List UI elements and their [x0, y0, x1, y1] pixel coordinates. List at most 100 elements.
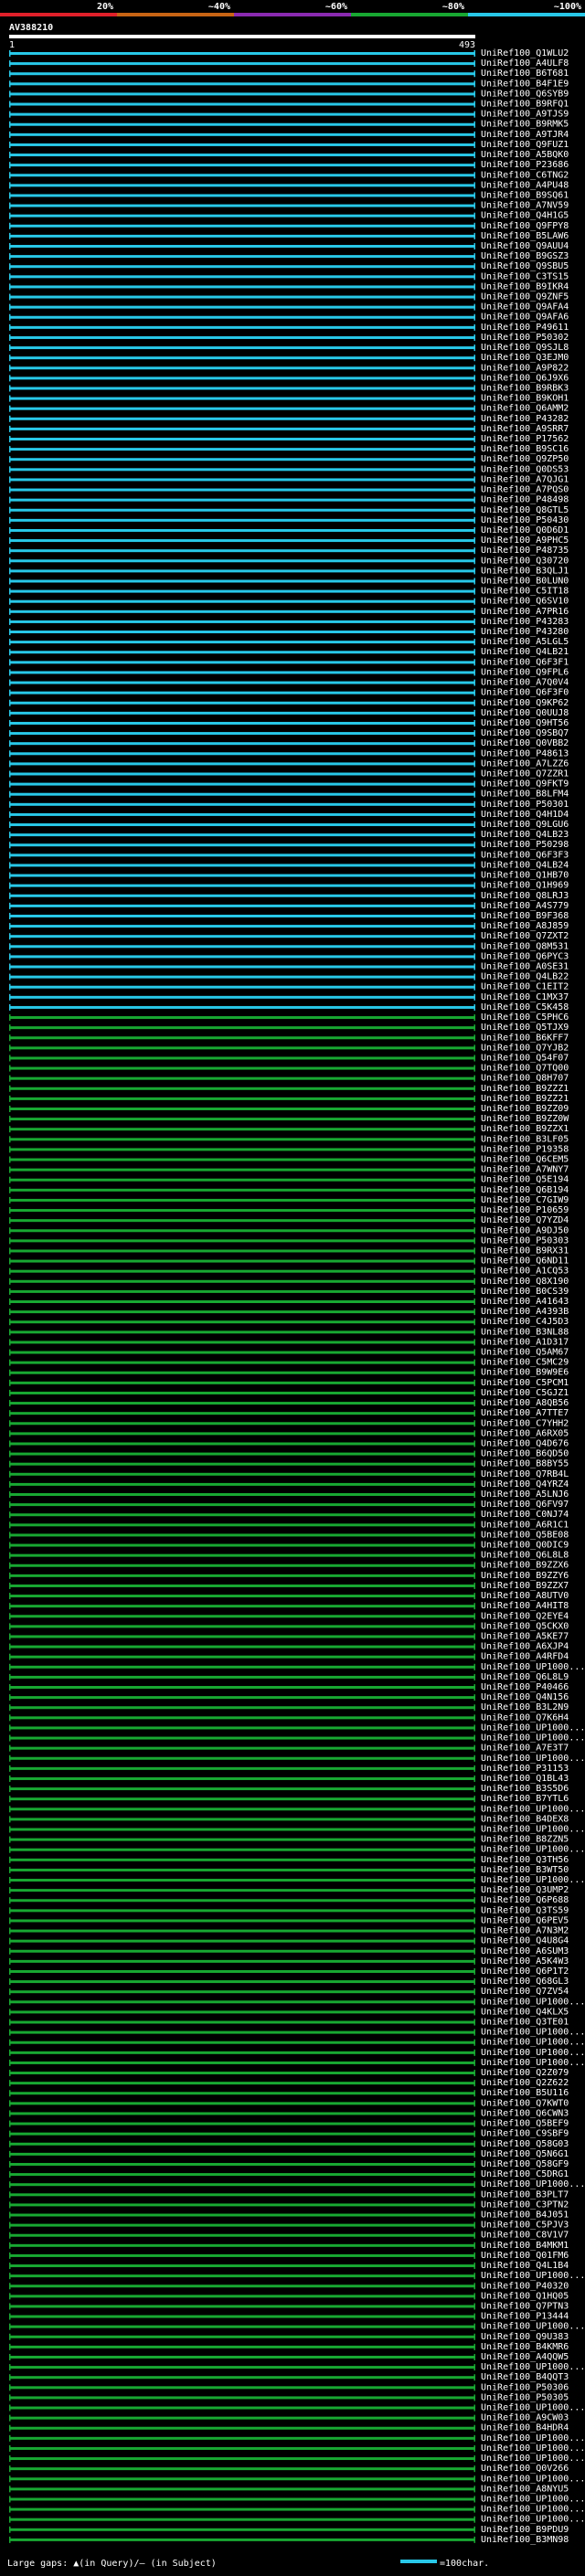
- hit-label[interactable]: UniRef100_A7PR16: [481, 607, 569, 617]
- hit-row[interactable]: UniRef100_Q9SJL8: [9, 343, 569, 353]
- hit-row[interactable]: UniRef100_C1MX37: [9, 992, 569, 1002]
- hit-label[interactable]: UniRef100_Q1WLU2: [481, 48, 569, 58]
- hit-row[interactable]: UniRef100_UP1000...: [9, 1875, 585, 1885]
- hit-label[interactable]: UniRef100_A9PHC5: [481, 535, 569, 546]
- hit-label[interactable]: UniRef100_C1EIT2: [481, 982, 569, 992]
- hit-row[interactable]: UniRef100_Q4L1B4: [9, 2261, 569, 2271]
- hit-row[interactable]: UniRef100_C8V1V7: [9, 2231, 569, 2241]
- hit-row[interactable]: UniRef100_B8LFM4: [9, 790, 569, 800]
- hit-row[interactable]: UniRef100_UP1000...: [9, 2271, 585, 2281]
- hit-label[interactable]: UniRef100_Q0VBB2: [481, 738, 569, 748]
- hit-label[interactable]: UniRef100_Q7YZD4: [481, 1215, 569, 1225]
- hit-label[interactable]: UniRef100_Q8GTL5: [481, 505, 569, 515]
- hit-label[interactable]: UniRef100_Q0DIC9: [481, 1541, 569, 1551]
- hit-row[interactable]: UniRef100_A4HIT8: [9, 1601, 569, 1611]
- hit-label[interactable]: UniRef100_A7WNY7: [481, 1165, 569, 1175]
- hit-label[interactable]: UniRef100_C5MC29: [481, 1358, 569, 1368]
- hit-row[interactable]: UniRef100_A41643: [9, 1297, 569, 1307]
- hit-row[interactable]: UniRef100_Q30720: [9, 556, 569, 566]
- hit-row[interactable]: UniRef100_Q1WLU2: [9, 48, 569, 58]
- hit-row[interactable]: UniRef100_Q9KP62: [9, 698, 569, 708]
- hit-row[interactable]: UniRef100_Q6L8L9: [9, 1672, 569, 1682]
- hit-row[interactable]: UniRef100_A9P822: [9, 363, 569, 373]
- hit-row[interactable]: UniRef100_B0CS39: [9, 1287, 569, 1297]
- hit-row[interactable]: UniRef100_UP1000...: [9, 2443, 585, 2454]
- hit-label[interactable]: UniRef100_C6TNG2: [481, 170, 569, 180]
- hit-label[interactable]: UniRef100_P19358: [481, 1144, 569, 1154]
- hit-row[interactable]: UniRef100_B6KFF7: [9, 1033, 569, 1043]
- hit-row[interactable]: UniRef100_Q58GF9: [9, 2159, 569, 2169]
- hit-row[interactable]: UniRef100_B9PDU9: [9, 2525, 569, 2535]
- hit-label[interactable]: UniRef100_C5PJV3: [481, 2221, 569, 2231]
- hit-row[interactable]: UniRef100_Q9FPL6: [9, 667, 569, 677]
- hit-label[interactable]: UniRef100_UP1000...: [481, 2038, 585, 2048]
- hit-row[interactable]: UniRef100_P43283: [9, 617, 569, 627]
- hit-label[interactable]: UniRef100_Q5AM67: [481, 1348, 569, 1358]
- hit-row[interactable]: UniRef100_P43280: [9, 627, 569, 637]
- hit-row[interactable]: UniRef100_Q9SBU5: [9, 261, 569, 271]
- hit-row[interactable]: UniRef100_B9RFQ1: [9, 100, 569, 110]
- hit-label[interactable]: UniRef100_A4PU48: [481, 180, 569, 190]
- hit-label[interactable]: UniRef100_UP1000...: [481, 2433, 585, 2443]
- hit-label[interactable]: UniRef100_Q5BEF9: [481, 2119, 569, 2129]
- hit-row[interactable]: UniRef100_B9ZZ0W: [9, 1114, 569, 1124]
- hit-row[interactable]: UniRef100_UP1000...: [9, 1804, 585, 1814]
- hit-label[interactable]: UniRef100_A5K4W3: [481, 1956, 569, 1966]
- hit-label[interactable]: UniRef100_Q7ZXT2: [481, 931, 569, 941]
- hit-label[interactable]: UniRef100_B3MN98: [481, 2535, 569, 2545]
- hit-label[interactable]: UniRef100_Q9AFA4: [481, 302, 569, 313]
- hit-row[interactable]: UniRef100_A7QJG1: [9, 474, 569, 484]
- hit-label[interactable]: UniRef100_Q1HQ05: [481, 2291, 569, 2301]
- hit-label[interactable]: UniRef100_B9F368: [481, 911, 569, 921]
- hit-row[interactable]: UniRef100_Q2Z622: [9, 2078, 569, 2088]
- hit-row[interactable]: UniRef100_Q9ZNF5: [9, 292, 569, 302]
- hit-label[interactable]: UniRef100_Q9SBU5: [481, 261, 569, 271]
- hit-label[interactable]: UniRef100_Q1HB70: [481, 871, 569, 881]
- hit-label[interactable]: UniRef100_B6QD50: [481, 1449, 569, 1459]
- hit-row[interactable]: UniRef100_UP1000...: [9, 2058, 585, 2068]
- hit-row[interactable]: UniRef100_C5IT18: [9, 587, 569, 597]
- hit-row[interactable]: UniRef100_UP1000...: [9, 1754, 585, 1764]
- hit-row[interactable]: UniRef100_UP1000...: [9, 2362, 585, 2372]
- hit-label[interactable]: UniRef100_UP1000...: [481, 2474, 585, 2484]
- hit-label[interactable]: UniRef100_Q68GL3: [481, 1977, 569, 1987]
- hit-row[interactable]: UniRef100_A9TJS9: [9, 110, 569, 120]
- hit-row[interactable]: UniRef100_Q1H969: [9, 881, 569, 891]
- hit-row[interactable]: UniRef100_Q1HQ05: [9, 2291, 569, 2301]
- hit-label[interactable]: UniRef100_UP1000...: [481, 1845, 585, 1855]
- hit-row[interactable]: UniRef100_A5LNJ6: [9, 1489, 569, 1500]
- hit-label[interactable]: UniRef100_A9TJS9: [481, 110, 569, 120]
- hit-label[interactable]: UniRef100_B9ZZX1: [481, 1124, 569, 1134]
- hit-label[interactable]: UniRef100_B4J051: [481, 2210, 569, 2221]
- hit-label[interactable]: UniRef100_P13444: [481, 2312, 569, 2322]
- hit-row[interactable]: UniRef100_P13444: [9, 2312, 569, 2322]
- hit-row[interactable]: UniRef100_Q6PYC3: [9, 951, 569, 961]
- hit-label[interactable]: UniRef100_C4J5D3: [481, 1317, 569, 1327]
- hit-label[interactable]: UniRef100_Q6B194: [481, 1185, 569, 1195]
- hit-label[interactable]: UniRef100_B6T681: [481, 69, 569, 79]
- hit-row[interactable]: UniRef100_Q6CWN3: [9, 2108, 569, 2118]
- hit-label[interactable]: UniRef100_B4KMR6: [481, 2342, 569, 2352]
- hit-row[interactable]: UniRef100_A8QB56: [9, 1398, 569, 1408]
- hit-label[interactable]: UniRef100_A8UTV0: [481, 1591, 569, 1601]
- hit-label[interactable]: UniRef100_C9SBF9: [481, 2129, 569, 2139]
- hit-label[interactable]: UniRef100_B3S5D6: [481, 1784, 569, 1794]
- hit-row[interactable]: UniRef100_C5GJZ1: [9, 1388, 569, 1398]
- hit-label[interactable]: UniRef100_Q58G03: [481, 2139, 569, 2149]
- hit-row[interactable]: UniRef100_Q6B194: [9, 1185, 569, 1195]
- hit-label[interactable]: UniRef100_UP1000...: [481, 2454, 585, 2464]
- hit-label[interactable]: UniRef100_Q8M531: [481, 941, 569, 951]
- hit-label[interactable]: UniRef100_A8NYU5: [481, 2484, 569, 2494]
- hit-row[interactable]: UniRef100_Q4LB22: [9, 972, 569, 982]
- hit-row[interactable]: UniRef100_C5DRG1: [9, 2169, 569, 2179]
- hit-label[interactable]: UniRef100_Q0D6D1: [481, 525, 569, 535]
- hit-row[interactable]: UniRef100_Q6J9X6: [9, 373, 569, 383]
- hit-row[interactable]: UniRef100_Q5N6G1: [9, 2149, 569, 2159]
- hit-row[interactable]: UniRef100_B9ZZX7: [9, 1581, 569, 1591]
- hit-row[interactable]: UniRef100_UP1000...: [9, 2322, 585, 2332]
- hit-row[interactable]: UniRef100_Q7YZD4: [9, 1215, 569, 1225]
- hit-label[interactable]: UniRef100_P40466: [481, 1682, 569, 1692]
- hit-row[interactable]: UniRef100_Q6P688: [9, 1895, 569, 1905]
- hit-label[interactable]: UniRef100_A41643: [481, 1297, 569, 1307]
- hit-row[interactable]: UniRef100_Q58G03: [9, 2139, 569, 2149]
